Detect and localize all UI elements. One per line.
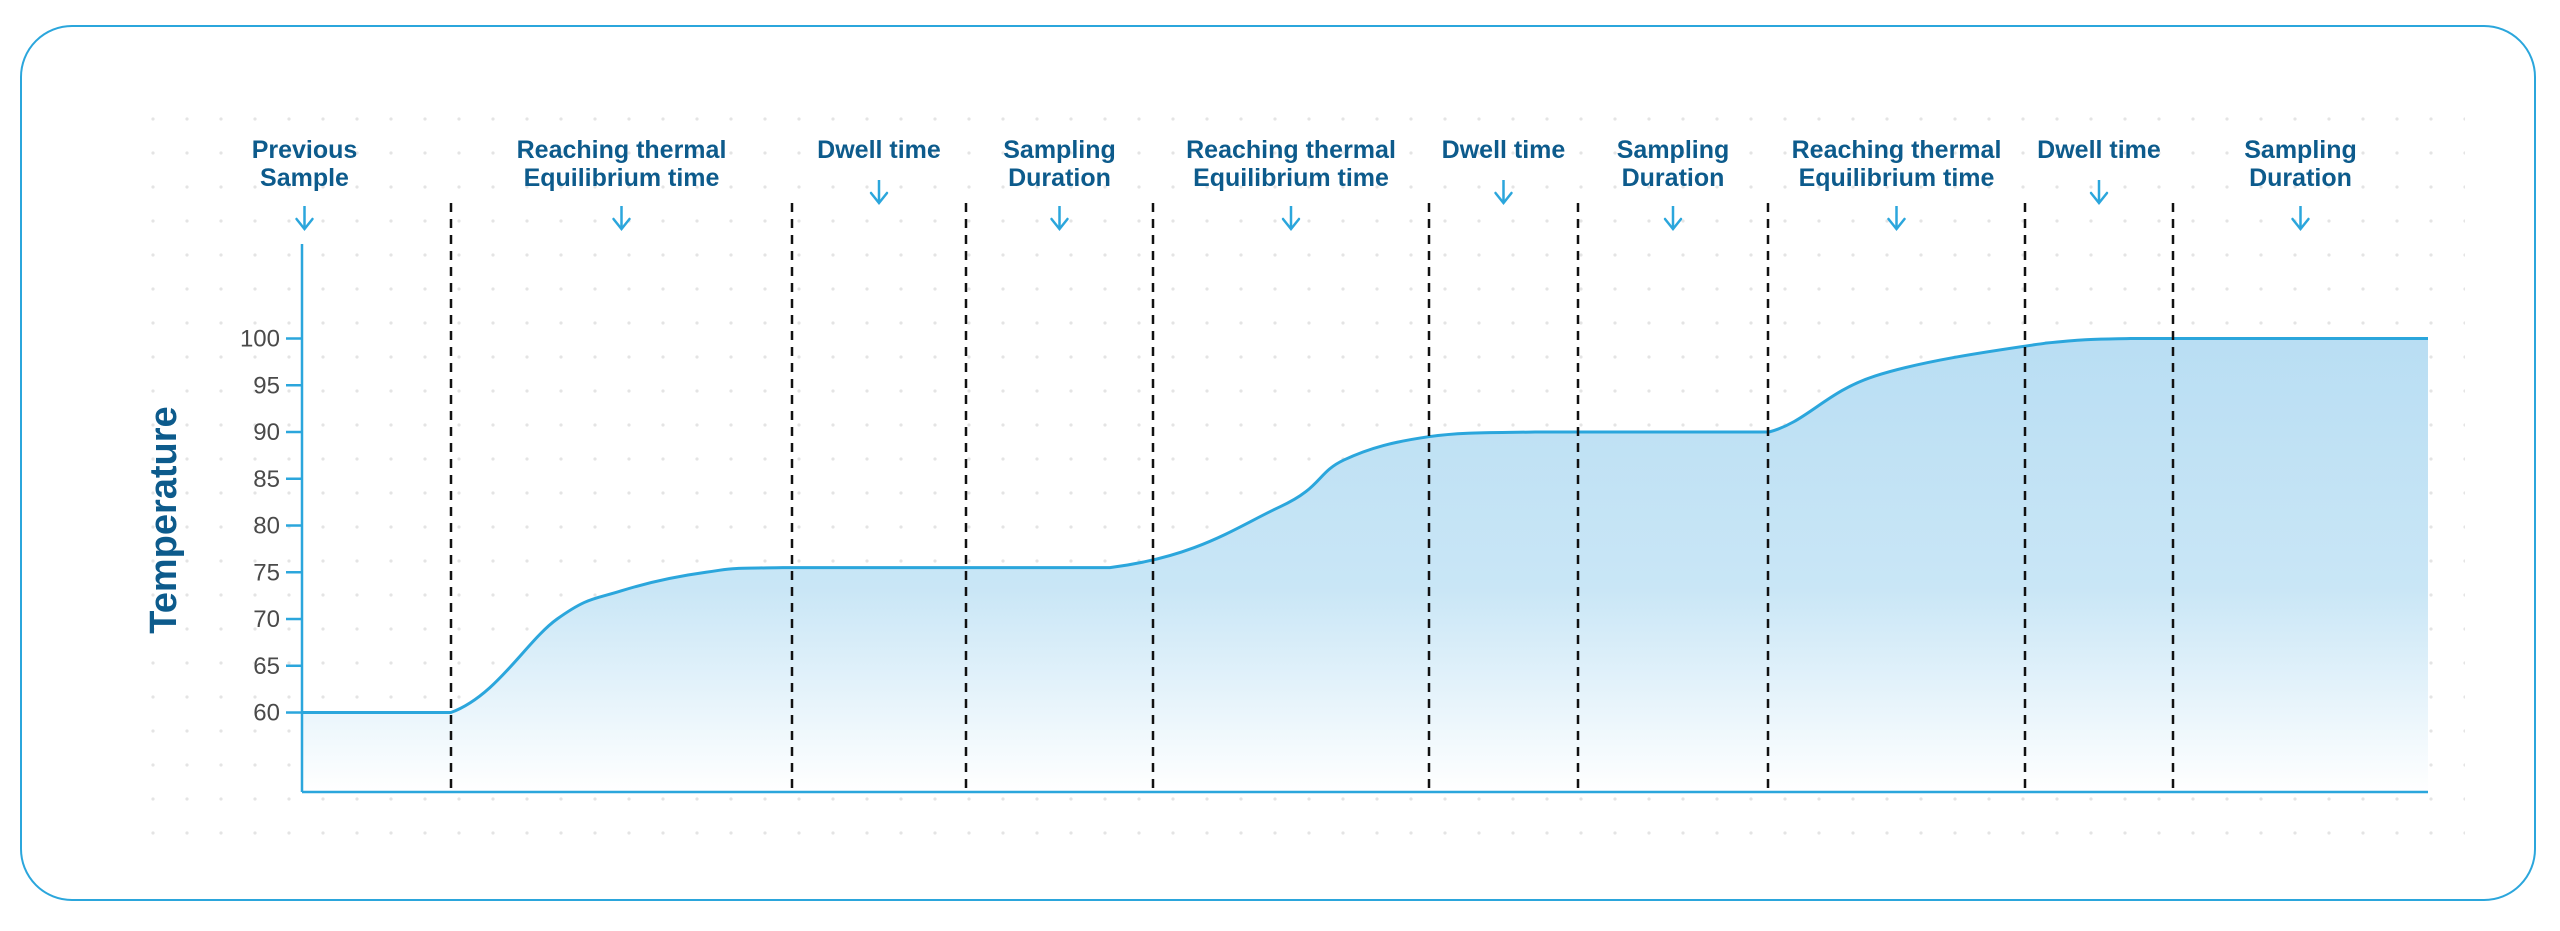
temperature-area xyxy=(302,338,2428,792)
down-arrow-icon-head xyxy=(2089,191,2109,206)
down-arrow-icon-head xyxy=(2291,217,2310,232)
down-arrow-icon-head xyxy=(1663,217,1683,232)
phase-label: Duration xyxy=(2249,164,2352,192)
down-arrow-icon-head xyxy=(1494,191,1513,206)
phase-label: Dwell time xyxy=(1442,136,1566,164)
phase-label: Sampling xyxy=(1003,136,1116,164)
y-tick-label: 70 xyxy=(253,606,280,633)
y-tick-label: 85 xyxy=(253,466,280,493)
phase-label: Equilibrium time xyxy=(1193,164,1389,192)
down-arrow-icon-head xyxy=(295,217,314,232)
down-arrow-icon-head xyxy=(1887,217,1906,232)
phase-label: Equilibrium time xyxy=(524,164,720,192)
phase-label: Equilibrium time xyxy=(1799,164,1995,192)
y-tick-label: 80 xyxy=(253,513,280,540)
down-arrow-icon-head xyxy=(1050,217,1069,232)
y-axis-label: Temperature xyxy=(143,406,185,633)
phase-label: Sampling xyxy=(1617,136,1730,164)
down-arrow-icon-head xyxy=(612,217,631,232)
phase-label: Dwell time xyxy=(2037,136,2161,164)
phase-label: Reaching thermal xyxy=(517,136,727,164)
phase-label: Reaching thermal xyxy=(1186,136,1396,164)
phase-label: Sampling xyxy=(2244,136,2357,164)
y-tick-label: 95 xyxy=(253,372,280,399)
y-tick-label: 65 xyxy=(253,653,280,680)
down-arrow-icon-head xyxy=(1281,217,1301,232)
y-tick-label: 75 xyxy=(253,559,280,586)
y-tick-label: 100 xyxy=(240,326,280,353)
phase-label: Duration xyxy=(1622,164,1725,192)
y-tick-label: 60 xyxy=(253,700,280,727)
y-tick-label: 90 xyxy=(253,419,280,446)
phase-label: Reaching thermal xyxy=(1792,136,2002,164)
down-arrow-icon-head xyxy=(869,191,889,206)
phase-label: Dwell time xyxy=(817,136,941,164)
phase-header: Dwell time xyxy=(2037,136,2161,206)
phase-header: Dwell time xyxy=(1442,136,1566,206)
phase-label: Previous xyxy=(252,136,358,164)
phase-label: Sample xyxy=(260,164,349,192)
temperature-line xyxy=(302,337,2428,715)
phase-label: Duration xyxy=(1008,164,1111,192)
phase-header: Dwell time xyxy=(817,136,941,206)
